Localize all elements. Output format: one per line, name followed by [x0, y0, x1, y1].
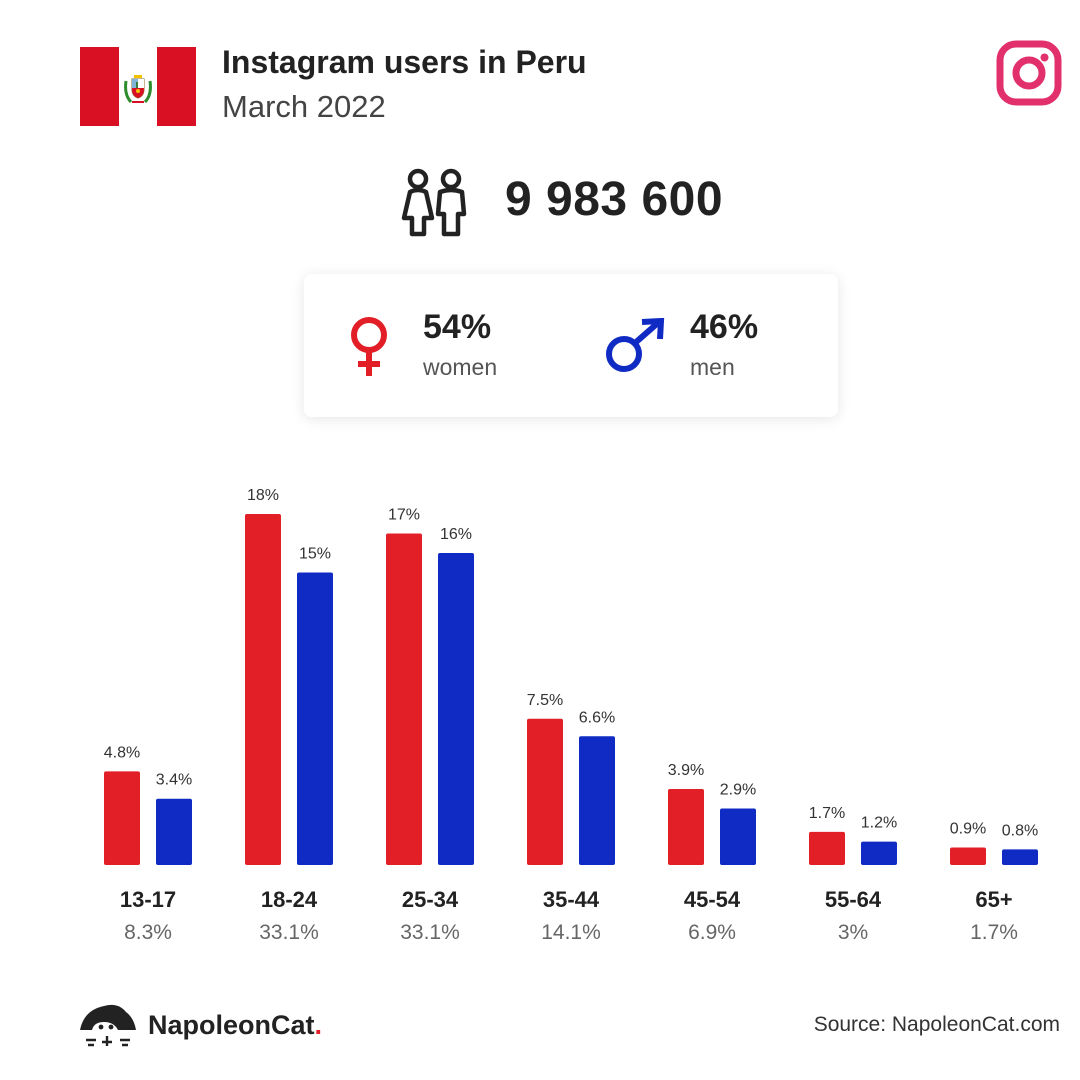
category-label: 35-44	[543, 887, 600, 912]
category-total-label: 33.1%	[400, 921, 460, 944]
page-title: Instagram users in Peru	[222, 44, 587, 80]
category-total-label: 3%	[838, 921, 868, 944]
peru-flag-icon	[80, 47, 196, 126]
men-percent: 46%	[690, 308, 759, 346]
bar-35-44-women	[527, 718, 563, 865]
bar-45-54-women	[668, 788, 704, 865]
category-label: 65+	[975, 887, 1012, 912]
source-text: Source: NapoleonCat.com	[813, 1013, 1060, 1036]
bar-65+-women	[950, 847, 986, 865]
category-label: 55-64	[825, 887, 882, 912]
age-gender-bar-chart: 4.8% 3.4% 13-17 8.3% 18% 15% 18-24 33.1% 17% 16% 2…	[104, 487, 1038, 944]
bar-value-label: 2.9%	[720, 781, 756, 798]
bar-value-label: 0.9%	[950, 820, 986, 837]
bar-value-label: 3.4%	[156, 772, 192, 789]
bar-value-label: 0.8%	[1002, 822, 1038, 839]
bar-value-label: 1.7%	[809, 805, 845, 822]
bar-value-label: 7.5%	[527, 692, 563, 709]
brand-name: NapoleonCat	[148, 1010, 315, 1040]
category-total-label: 1.7%	[970, 921, 1018, 944]
category-total-label: 14.1%	[541, 921, 601, 944]
category-label: 18-24	[261, 887, 318, 912]
bar-value-label: 16%	[440, 526, 472, 543]
bar-value-label: 18%	[247, 487, 279, 504]
bar-value-label: 3.9%	[668, 762, 704, 779]
category-label: 45-54	[684, 887, 741, 912]
bar-25-34-women	[386, 533, 422, 865]
bar-65+-men	[1002, 849, 1038, 865]
bar-25-34-men	[438, 553, 474, 865]
brand-dot: .	[314, 1010, 323, 1040]
bar-value-label: 17%	[388, 507, 420, 524]
bar-value-label: 15%	[299, 546, 331, 563]
bar-55-64-women	[809, 831, 845, 865]
category-total-label: 8.3%	[124, 921, 172, 944]
category-total-label: 33.1%	[259, 921, 319, 944]
instagram-icon[interactable]	[996, 40, 1062, 106]
bar-value-label: 1.2%	[861, 815, 897, 832]
people-icon	[401, 168, 467, 237]
male-symbol-icon	[606, 318, 665, 372]
bar-35-44-men	[579, 736, 615, 865]
bar-value-label: 4.8%	[104, 744, 140, 761]
napoleoncat-brand[interactable]: NapoleonCat.	[148, 1010, 322, 1041]
category-total-label: 6.9%	[688, 921, 736, 944]
gender-card	[304, 274, 838, 417]
napoleoncat-logo-icon	[80, 1004, 136, 1047]
bar-18-24-women	[245, 514, 281, 865]
women-label: women	[423, 354, 498, 380]
bar-18-24-men	[297, 572, 333, 865]
bar-value-label: 6.6%	[579, 709, 615, 726]
bar-13-17-women	[104, 771, 140, 865]
men-label: men	[690, 354, 735, 380]
category-label: 25-34	[402, 887, 459, 912]
bar-13-17-men	[156, 798, 192, 865]
page-subtitle: March 2022	[222, 89, 386, 124]
total-users-value: 9 983 600	[505, 173, 724, 226]
women-percent: 54%	[423, 308, 492, 346]
female-symbol-icon	[351, 317, 387, 376]
bar-45-54-men	[720, 808, 756, 865]
bar-55-64-men	[861, 841, 897, 865]
category-label: 13-17	[120, 887, 176, 912]
